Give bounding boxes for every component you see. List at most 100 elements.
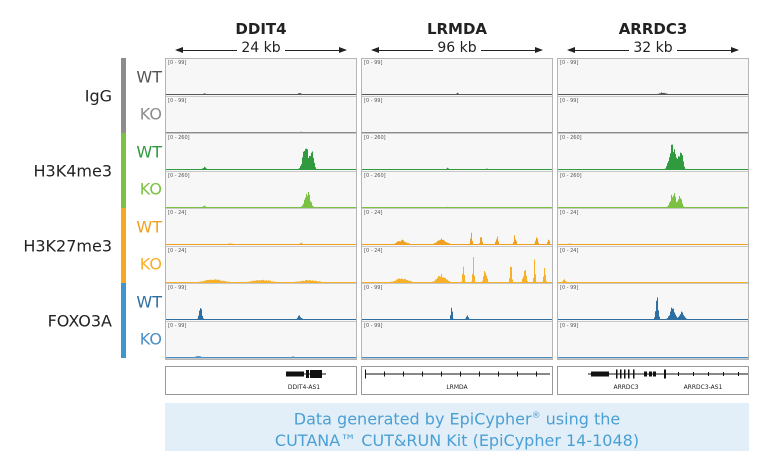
track-range-label: [0 - 260] <box>168 135 190 141</box>
track-range-label: [0 - 99] <box>168 97 187 104</box>
caption-line-1: Data generated by EpiCypher® using the <box>165 405 749 430</box>
caption-text: using the <box>540 409 621 429</box>
track-h3k4me3-ko: [0 - 260] <box>166 172 356 209</box>
signal-track <box>362 307 552 320</box>
group-label-h3k4me3: H3K4me3 <box>33 161 113 180</box>
group-color-bar-h3k27me3 <box>121 208 126 283</box>
registered-mark: ® <box>531 411 541 421</box>
condition-label-ko: KO <box>139 104 162 124</box>
group-color-bar-igg <box>121 58 126 133</box>
track-panel-arrdc3: [0 - 99] [0 - 99] [0 - 260] [0 - 260] [0 - 2… <box>557 58 749 360</box>
caption-text: Data generated by EpiCypher <box>293 409 532 429</box>
track-panel-ddit4: [0 - 99] [0 - 99] [0 - 260] [0 - 260] [0 - 2… <box>165 58 357 360</box>
span-label-wrap: 24 kb <box>165 40 357 56</box>
track-foxo3a-wt: [0 - 99] <box>558 284 748 322</box>
track-h3k27me3-wt: [0 - 24] <box>166 209 356 247</box>
track-foxo3a-wt: [0 - 99] <box>362 284 552 322</box>
track-h3k27me3-ko: [0 - 24] <box>362 247 552 284</box>
span-label: 24 kb <box>237 40 285 56</box>
track-igg-wt: [0 - 99] <box>362 59 552 97</box>
track-range-label: [0 - 24] <box>560 210 579 216</box>
track-range-label: [0 - 24] <box>168 210 187 216</box>
locus-span-scale: 24 kb <box>165 40 357 58</box>
condition-label-ko: KO <box>139 179 162 199</box>
span-label-wrap: 96 kb <box>361 40 553 56</box>
condition-label-ko: KO <box>139 254 162 274</box>
caption-box: Data generated by EpiCypher® using the C… <box>165 403 749 451</box>
locus-span-scale: 96 kb <box>361 40 553 58</box>
gene-annotation-ddit4: DDIT4-AS1 <box>165 366 357 395</box>
track-h3k27me3-wt: [0 - 24] <box>558 209 748 247</box>
gene-label: ARRDC3 <box>613 384 639 391</box>
track-igg-ko: [0 - 99] <box>362 97 552 134</box>
span-label-wrap: 32 kb <box>557 40 749 56</box>
track-h3k4me3-ko: [0 - 260] <box>558 172 748 209</box>
signal-track <box>166 278 356 282</box>
group-label-igg: IgG <box>84 86 112 105</box>
signal-track <box>362 256 552 282</box>
arrow-right-icon <box>731 47 739 53</box>
track-h3k4me3-wt: [0 - 260] <box>558 134 748 172</box>
track-igg-ko: [0 - 99] <box>166 97 356 134</box>
signal-track <box>166 308 356 320</box>
group-color-bar-foxo3a <box>121 283 126 358</box>
signal-track <box>166 93 356 95</box>
signal-track <box>362 92 552 95</box>
track-foxo3a-wt: [0 - 99] <box>166 284 356 322</box>
track-range-label: [0 - 99] <box>560 285 579 291</box>
track-foxo3a-ko: [0 - 99] <box>166 322 356 359</box>
gene-annotation-arrdc3: ARRDC3 ARRDC3-AS1 <box>557 366 749 395</box>
track-foxo3a-ko: [0 - 99] <box>362 322 552 359</box>
track-range-label: [0 - 24] <box>560 247 579 254</box>
gene-model <box>365 369 550 379</box>
signal-track <box>558 144 748 170</box>
gene-label: ARRDC3-AS1 <box>683 384 723 391</box>
gene-model <box>286 370 326 378</box>
track-h3k4me3-wt: [0 - 260] <box>362 134 552 172</box>
track-range-label: [0 - 260] <box>168 172 190 179</box>
track-h3k27me3-wt: [0 - 24] <box>362 209 552 247</box>
locus-title: ARRDC3 <box>618 20 688 38</box>
condition-label-wt: WT <box>136 292 162 312</box>
track-foxo3a-ko: [0 - 99] <box>558 322 748 359</box>
track-h3k4me3-ko: [0 - 260] <box>362 172 552 209</box>
gene-annotation-lrmda: LRMDA <box>361 366 553 395</box>
track-panel-lrmda: [0 - 99] [0 - 99] [0 - 260] [0 - 260] [0 - 2… <box>361 58 553 360</box>
condition-label-wt: WT <box>136 67 162 87</box>
track-range-label: [0 - 99] <box>168 60 187 66</box>
track-h3k4me3-wt: [0 - 260] <box>166 134 356 172</box>
locus-title: LRMDA <box>426 20 488 38</box>
arrow-right-icon <box>535 47 543 53</box>
gene-model <box>588 369 748 379</box>
track-igg-ko: [0 - 99] <box>558 97 748 134</box>
track-range-label: [0 - 99] <box>364 322 383 329</box>
gene-label: LRMDA <box>446 384 468 391</box>
track-range-label: [0 - 24] <box>364 210 383 216</box>
track-range-label: [0 - 24] <box>168 247 187 254</box>
locus-span-scale: 32 kb <box>557 40 749 58</box>
track-igg-wt: [0 - 99] <box>166 59 356 97</box>
signal-track <box>362 232 552 245</box>
track-range-label: [0 - 260] <box>364 172 386 179</box>
track-range-label: [0 - 99] <box>364 97 383 104</box>
group-label-foxo3a: FOXO3A <box>47 311 112 330</box>
track-range-label: [0 - 24] <box>364 247 383 254</box>
track-range-label: [0 - 260] <box>364 135 386 141</box>
condition-label-ko: KO <box>139 329 162 349</box>
span-label: 32 kb <box>629 40 677 56</box>
locus-title: DDIT4 <box>235 20 287 38</box>
track-range-label: [0 - 99] <box>168 285 187 291</box>
condition-label-wt: WT <box>136 217 162 237</box>
track-range-label: [0 - 99] <box>364 60 383 66</box>
arrow-right-icon <box>339 47 347 53</box>
signal-track <box>166 148 356 170</box>
track-igg-wt: [0 - 99] <box>558 59 748 97</box>
arrow-left-icon <box>567 47 575 53</box>
track-range-label: [0 - 99] <box>560 60 579 66</box>
signal-track <box>558 192 748 207</box>
track-range-label: [0 - 99] <box>364 285 383 291</box>
span-label: 96 kb <box>433 40 481 56</box>
track-range-label: [0 - 99] <box>560 97 579 104</box>
track-range-label: [0 - 260] <box>560 135 582 141</box>
arrow-left-icon <box>175 47 183 53</box>
